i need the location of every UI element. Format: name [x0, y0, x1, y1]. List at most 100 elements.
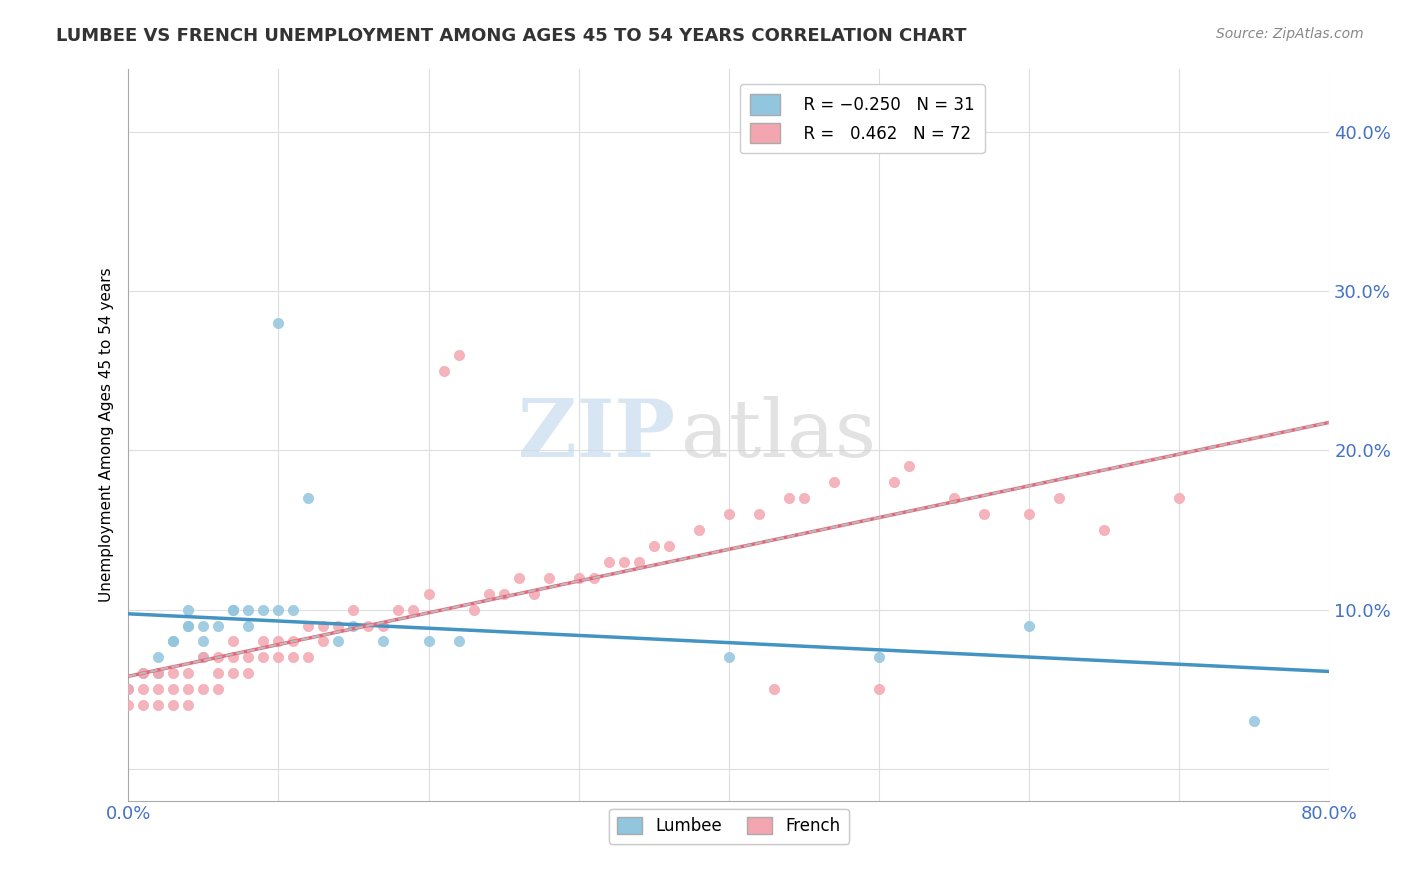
Point	[283, 650, 305, 665]
Point	[177, 618, 200, 632]
Point	[1168, 491, 1191, 506]
Point	[357, 618, 380, 632]
Point	[973, 507, 995, 521]
Point	[117, 682, 139, 697]
Point	[177, 618, 200, 632]
Point	[613, 555, 636, 569]
Point	[283, 634, 305, 648]
Point	[297, 618, 319, 632]
Point	[148, 650, 170, 665]
Point	[537, 571, 560, 585]
Point	[222, 650, 245, 665]
Point	[748, 507, 770, 521]
Point	[252, 602, 274, 616]
Point	[162, 698, 184, 713]
Point	[222, 666, 245, 681]
Point	[883, 475, 905, 490]
Point	[492, 587, 515, 601]
Text: Source: ZipAtlas.com: Source: ZipAtlas.com	[1216, 27, 1364, 41]
Point	[447, 634, 470, 648]
Point	[717, 650, 740, 665]
Point	[207, 682, 229, 697]
Point	[1018, 507, 1040, 521]
Point	[1018, 618, 1040, 632]
Point	[267, 316, 290, 330]
Point	[582, 571, 605, 585]
Point	[402, 602, 425, 616]
Point	[267, 650, 290, 665]
Point	[463, 602, 485, 616]
Point	[148, 666, 170, 681]
Point	[823, 475, 845, 490]
Point	[328, 634, 350, 648]
Point	[942, 491, 965, 506]
Point	[207, 618, 229, 632]
Point	[447, 348, 470, 362]
Point	[1047, 491, 1070, 506]
Point	[267, 602, 290, 616]
Point	[658, 539, 681, 553]
Point	[717, 507, 740, 521]
Y-axis label: Unemployment Among Ages 45 to 54 years: Unemployment Among Ages 45 to 54 years	[100, 268, 114, 602]
Point	[373, 634, 395, 648]
Point	[387, 602, 409, 616]
Point	[148, 698, 170, 713]
Point	[162, 634, 184, 648]
Point	[418, 634, 440, 648]
Point	[418, 587, 440, 601]
Text: atlas: atlas	[681, 395, 876, 474]
Point	[1092, 523, 1115, 537]
Point	[342, 602, 364, 616]
Point	[762, 682, 785, 697]
Point	[207, 650, 229, 665]
Legend: Lumbee, French: Lumbee, French	[609, 809, 849, 844]
Point	[627, 555, 650, 569]
Point	[252, 634, 274, 648]
Point	[238, 666, 260, 681]
Point	[297, 491, 319, 506]
Point	[207, 666, 229, 681]
Point	[477, 587, 499, 601]
Point	[222, 602, 245, 616]
Point	[897, 459, 920, 474]
Point	[117, 682, 139, 697]
Point	[868, 650, 890, 665]
Point	[162, 634, 184, 648]
Point	[177, 698, 200, 713]
Point	[222, 634, 245, 648]
Point	[148, 666, 170, 681]
Point	[342, 618, 364, 632]
Point	[132, 666, 155, 681]
Point	[328, 618, 350, 632]
Point	[643, 539, 665, 553]
Point	[148, 682, 170, 697]
Point	[267, 634, 290, 648]
Text: LUMBEE VS FRENCH UNEMPLOYMENT AMONG AGES 45 TO 54 YEARS CORRELATION CHART: LUMBEE VS FRENCH UNEMPLOYMENT AMONG AGES…	[56, 27, 967, 45]
Point	[1243, 714, 1265, 728]
Point	[132, 698, 155, 713]
Point	[193, 682, 215, 697]
Point	[598, 555, 620, 569]
Point	[117, 698, 139, 713]
Point	[312, 634, 335, 648]
Point	[238, 650, 260, 665]
Point	[193, 650, 215, 665]
Point	[132, 682, 155, 697]
Point	[868, 682, 890, 697]
Point	[193, 618, 215, 632]
Point	[568, 571, 591, 585]
Point	[177, 666, 200, 681]
Point	[508, 571, 530, 585]
Point	[193, 650, 215, 665]
Point	[297, 650, 319, 665]
Point	[523, 587, 546, 601]
Point	[238, 618, 260, 632]
Point	[222, 602, 245, 616]
Point	[132, 666, 155, 681]
Point	[373, 618, 395, 632]
Point	[177, 602, 200, 616]
Text: ZIP: ZIP	[517, 395, 675, 474]
Point	[312, 618, 335, 632]
Point	[688, 523, 710, 537]
Point	[778, 491, 800, 506]
